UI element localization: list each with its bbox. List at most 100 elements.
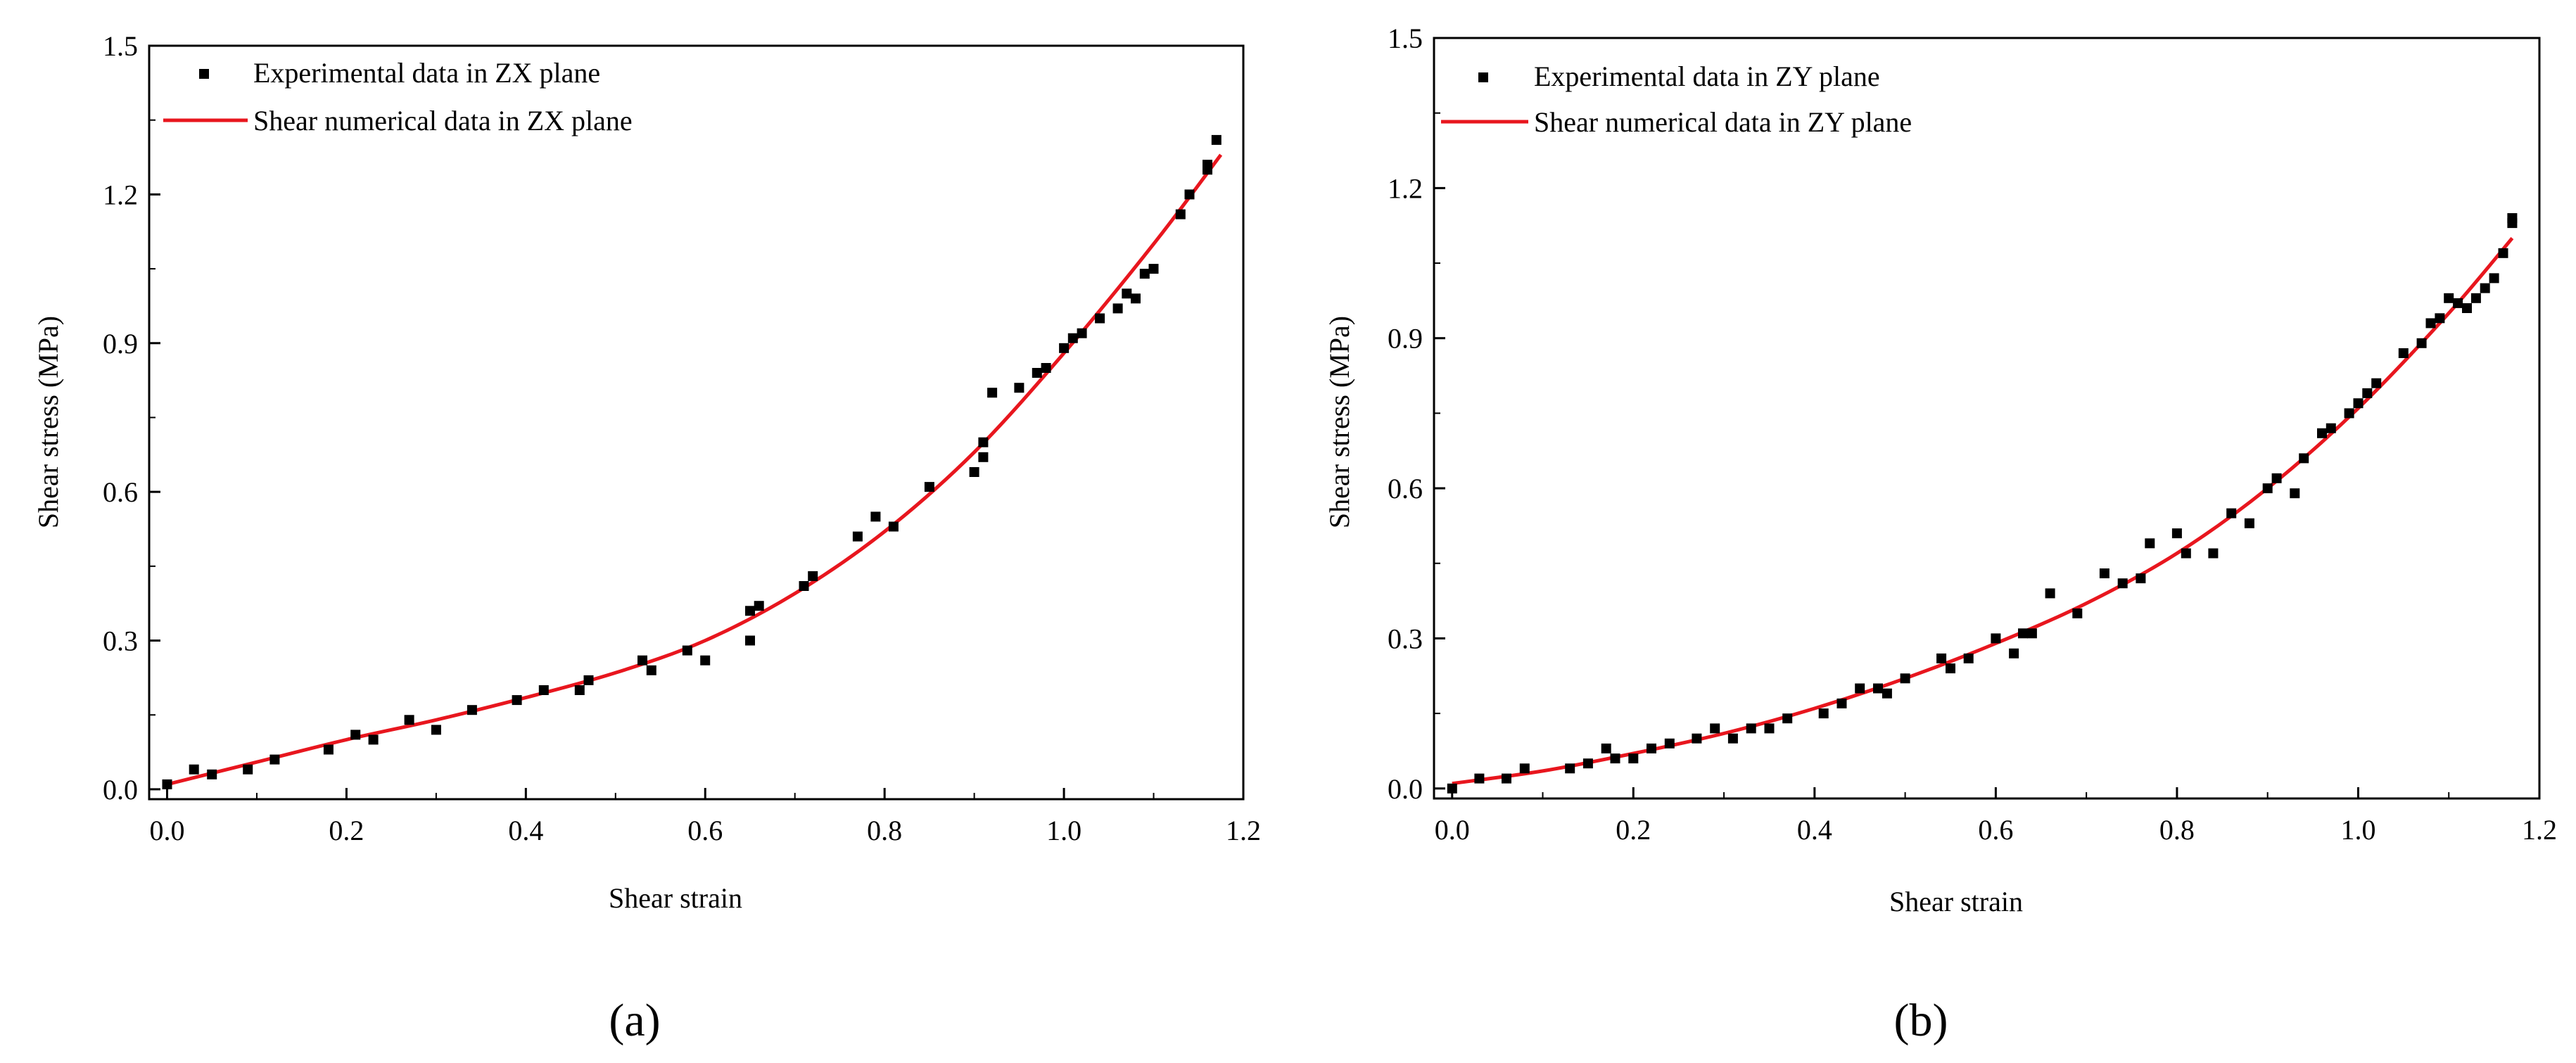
data-point xyxy=(1963,653,1974,663)
x-tick-label: 0.2 xyxy=(1616,814,1651,846)
numerical-curve xyxy=(166,153,1223,787)
data-point xyxy=(2072,608,2083,618)
data-point xyxy=(1112,303,1123,314)
data-point xyxy=(682,645,692,656)
data-point xyxy=(1014,383,1024,393)
panel-label-a: (a) xyxy=(609,995,660,1046)
x-tick-label: 0.8 xyxy=(867,815,902,846)
data-point xyxy=(1936,653,1947,663)
data-point xyxy=(1582,758,1593,769)
data-point xyxy=(1148,264,1159,274)
data-point xyxy=(2353,398,2364,409)
data-point xyxy=(2244,518,2254,528)
data-point xyxy=(243,764,253,775)
data-point xyxy=(1746,723,1756,734)
x-tick-label: 0.2 xyxy=(329,815,364,846)
data-point xyxy=(700,655,711,666)
data-point xyxy=(2470,293,2481,303)
data-point xyxy=(1122,288,1132,299)
x-tick-label: 1.0 xyxy=(2340,814,2375,846)
y-tick-label: 0.0 xyxy=(103,774,138,806)
legend-label-points: Experimental data in ZY plane xyxy=(1534,61,1880,92)
legend-marker-points xyxy=(1478,72,1488,82)
data-point xyxy=(2045,588,2055,599)
data-point xyxy=(1873,683,1883,694)
plot-frame xyxy=(1433,37,2541,800)
data-point xyxy=(1818,708,1829,719)
y-tick-label: 0.3 xyxy=(1388,623,1423,654)
y-tick-label: 0.6 xyxy=(103,476,138,508)
data-point xyxy=(2290,488,2300,499)
data-point xyxy=(924,482,934,492)
x-tick-label: 0.4 xyxy=(508,815,543,846)
x-tick-label: 0.6 xyxy=(1978,814,2013,846)
axis-ticks: 0.0 0.2 0.4 0.6 0.8 1.0 1.2 0.0 0.3 0.6 0.9 1.2 1.5 xyxy=(103,30,1261,846)
x-tick-label: 0.8 xyxy=(2159,814,2195,846)
data-point xyxy=(2362,388,2373,398)
y-tick-label: 0.9 xyxy=(1388,323,1423,355)
data-point xyxy=(637,655,647,666)
data-point xyxy=(2099,568,2109,578)
data-point xyxy=(2208,548,2219,559)
data-point xyxy=(1647,743,1656,753)
data-point xyxy=(538,685,549,695)
data-point xyxy=(745,606,755,616)
data-point xyxy=(189,764,199,775)
data-point xyxy=(2344,408,2354,419)
data-point xyxy=(978,452,989,462)
x-tick-label: 1.2 xyxy=(2522,814,2557,846)
data-point xyxy=(1041,363,1051,373)
data-point xyxy=(404,715,414,725)
plot-frame xyxy=(148,44,1245,801)
data-point xyxy=(2507,218,2518,229)
legend-label-points: Experimental data in ZX plane xyxy=(253,57,600,89)
data-point xyxy=(1139,269,1150,279)
data-point xyxy=(646,665,656,675)
data-point xyxy=(1059,343,1070,353)
x-tick-label: 0.4 xyxy=(1797,814,1832,846)
data-point xyxy=(269,754,280,765)
data-point xyxy=(1900,673,1910,684)
data-point xyxy=(1184,189,1195,200)
data-point xyxy=(2425,318,2436,329)
x-axis-label: Shear strain xyxy=(609,882,742,914)
data-point xyxy=(799,581,809,591)
data-point xyxy=(1095,313,1105,324)
data-point xyxy=(1131,293,1141,304)
data-point xyxy=(1175,209,1186,219)
data-point xyxy=(512,695,522,706)
data-point xyxy=(1727,733,1738,744)
data-point xyxy=(2181,548,2191,559)
data-point xyxy=(1946,663,1955,674)
data-point xyxy=(2117,578,2128,589)
data-point xyxy=(870,511,881,522)
data-point xyxy=(1782,713,1793,724)
data-point xyxy=(2317,428,2327,438)
x-tick-label: 1.0 xyxy=(1046,815,1081,846)
curve-layer xyxy=(166,153,1223,787)
y-axis-label: Shear stress (MPa) xyxy=(32,316,64,528)
axis-ticks: 0.0 0.2 0.4 0.6 0.8 1.0 1.2 0.0 0.3 0.6 0.9 1.2 1.5 xyxy=(1388,23,2557,846)
y-tick-label: 1.2 xyxy=(103,179,138,210)
data-point xyxy=(2444,293,2454,303)
chart-panel-b: 0.0 0.2 0.4 0.6 0.8 1.0 1.20.00.30.60.91.21.5 … xyxy=(1324,23,2557,1046)
numerical-curve xyxy=(1452,236,2514,786)
data-point xyxy=(852,531,863,542)
y-tick-label: 1.5 xyxy=(103,30,138,62)
data-point xyxy=(2026,628,2037,639)
data-point xyxy=(207,769,217,779)
data-point xyxy=(2489,273,2499,284)
data-point xyxy=(987,388,998,398)
data-point xyxy=(978,437,989,447)
chart-panel-a: 0.0 0.2 0.4 0.6 0.8 1.0 1.20.00.30.60.91.21.5 … xyxy=(32,30,1261,1046)
data-point xyxy=(323,744,334,755)
data-point xyxy=(2018,628,2028,639)
data-point xyxy=(2435,313,2445,324)
y-tick-label: 0.6 xyxy=(1388,473,1423,504)
data-point xyxy=(467,705,477,715)
data-point xyxy=(1855,683,1865,694)
data-point xyxy=(1764,723,1775,734)
x-tick-label: 0.0 xyxy=(149,815,184,846)
data-point xyxy=(808,571,818,581)
data-point xyxy=(1502,773,1511,784)
